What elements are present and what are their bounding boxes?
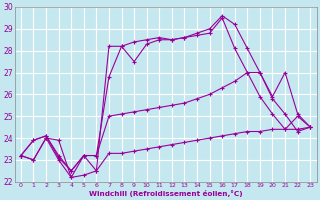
X-axis label: Windchill (Refroidissement éolien,°C): Windchill (Refroidissement éolien,°C) (89, 190, 242, 197)
